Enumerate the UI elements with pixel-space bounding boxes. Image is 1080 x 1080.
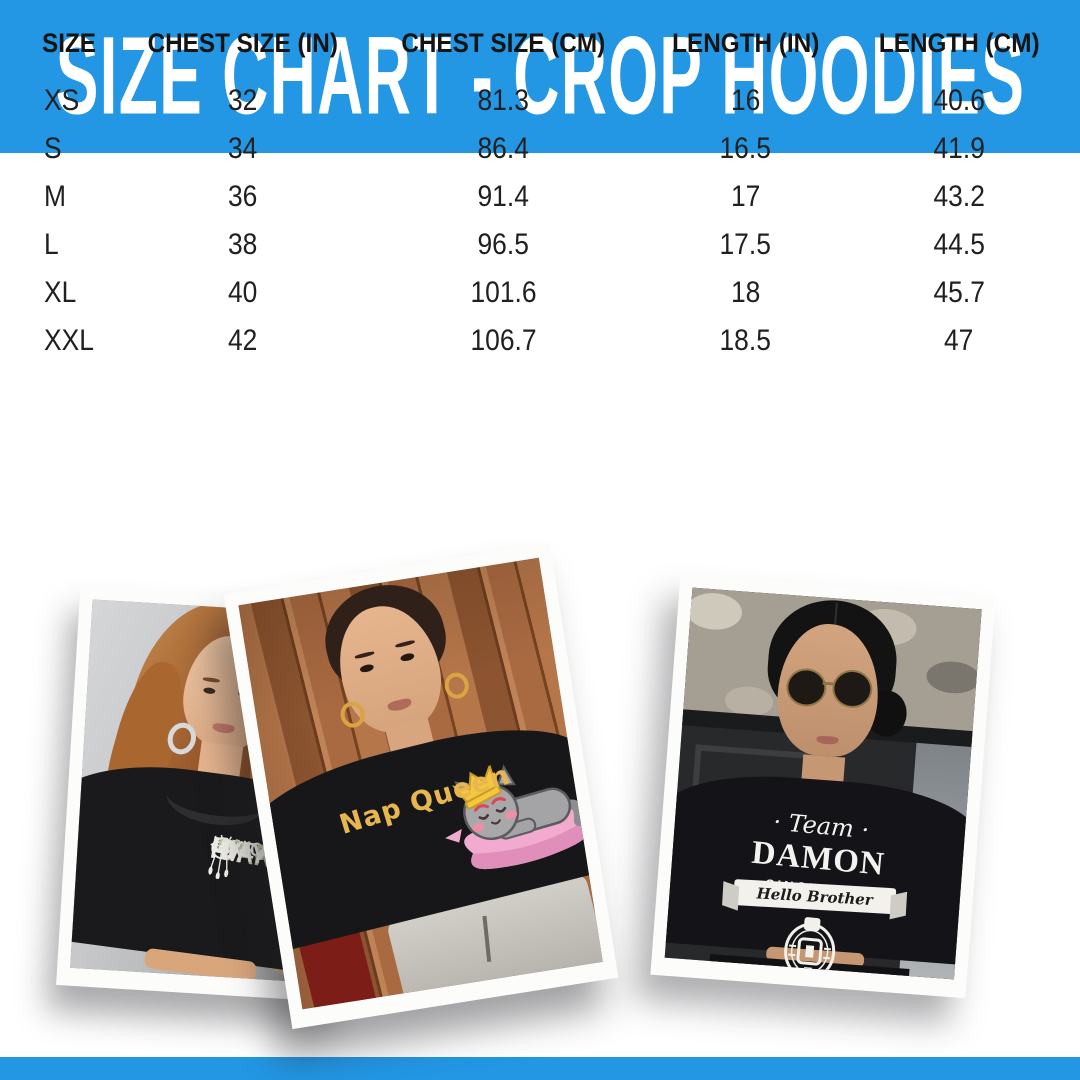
table-cell: S [44, 132, 62, 165]
polaroid-nap-queen: Nap Queen [223, 542, 619, 1030]
table-cell: 45.7 [933, 276, 985, 309]
table-cell: 16 [730, 84, 761, 117]
print-hello-brother: Hello Brother [756, 884, 874, 910]
table-cell: 96.5 [477, 228, 530, 261]
polaroid-darling-daydream: DARLING I'M A NIGHTMARE DRESSED LIKE A D… [56, 585, 365, 1003]
scene-wood-planks: Nap Queen [238, 557, 603, 1010]
table-cell: 17 [730, 180, 761, 213]
table-cell: 16.5 [719, 132, 772, 165]
page-title: SIZE CHART - CROP HOODIES [55, 14, 1025, 138]
table-cell: XS [44, 84, 80, 117]
scene-stone-wall: · Team · DAMON SINCE... Hello Brother [664, 587, 982, 980]
table-cell: 86.4 [477, 132, 530, 165]
hoodie-print-darling: DARLING I'M A NIGHTMARE DRESSED LIKE A D… [111, 813, 351, 885]
hoodie-print-nap-queen: Nap Queen [332, 760, 597, 870]
dreamcatcher-icon [208, 837, 234, 880]
table-cell: 91.4 [477, 180, 530, 213]
table-cell: XL [44, 276, 77, 309]
cat-on-pillow-graphic [444, 762, 597, 870]
size-table-body: XS 32 81.3 16 40.6 S 34 86.4 16.5 41.9 M… [28, 77, 1080, 365]
table-cell: 101.6 [470, 276, 537, 309]
table-cell: 42 [228, 324, 258, 357]
table-cell: 40.6 [933, 84, 985, 117]
table-cell: 43.2 [933, 180, 985, 213]
photo-model-2: Nap Queen [238, 557, 603, 1010]
table-cell: 41.9 [933, 132, 985, 165]
table-cell: 18 [730, 276, 761, 309]
ring-emblem-icon [784, 917, 836, 980]
footer-bar [0, 1057, 1080, 1080]
table-cell: 47 [944, 324, 974, 357]
table-cell: 18.5 [719, 324, 772, 357]
table-cell: 36 [228, 180, 258, 213]
table-cell: 34 [228, 132, 258, 165]
polaroid-team-damon: · Team · DAMON SINCE... Hello Brother [650, 573, 996, 999]
table-cell: L [44, 228, 59, 261]
scene-grey-wall: DARLING I'M A NIGHTMARE DRESSED LIKE A D… [70, 599, 352, 984]
table-cell: 106.7 [470, 324, 537, 357]
table-cell: M [44, 180, 66, 213]
table-cell: 32 [228, 84, 258, 117]
table-cell: 44.5 [933, 228, 985, 261]
photo-model-1: DARLING I'M A NIGHTMARE DRESSED LIKE A D… [70, 599, 352, 984]
table-cell: XXL [44, 324, 94, 357]
table-cell: 17.5 [719, 228, 772, 261]
photo-model-3: · Team · DAMON SINCE... Hello Brother [664, 587, 982, 980]
hoodie-print-team-damon: · Team · DAMON SINCE... Hello Brother [725, 804, 904, 980]
title-banner: SIZE CHART - CROP HOODIES [0, 0, 1080, 153]
table-cell: 40 [228, 276, 258, 309]
crown-icon [451, 762, 502, 810]
table-cell: 81.3 [477, 84, 530, 117]
table-cell: 38 [228, 228, 258, 261]
